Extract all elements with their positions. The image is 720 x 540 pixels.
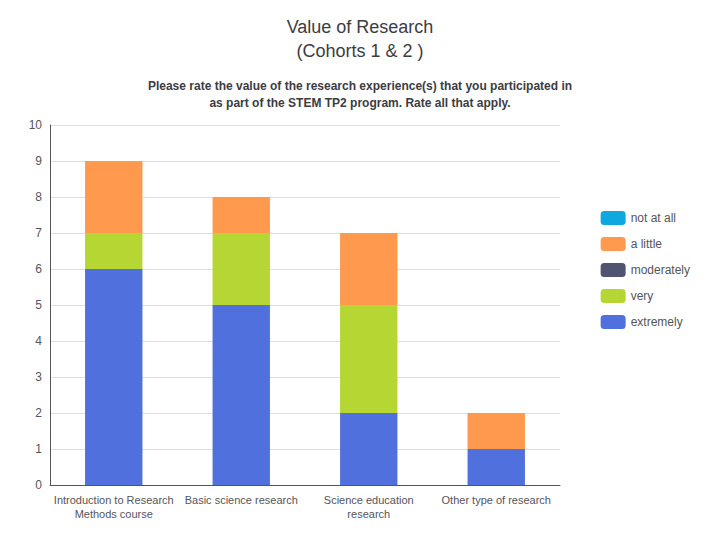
svg-text:2: 2 xyxy=(35,406,42,420)
svg-text:6: 6 xyxy=(35,262,42,276)
svg-text:Please rate the value of the r: Please rate the value of the research ex… xyxy=(148,79,572,93)
svg-text:Methods course: Methods course xyxy=(75,508,153,520)
svg-text:Basic science research: Basic science research xyxy=(185,494,298,506)
svg-text:a little: a little xyxy=(631,237,663,251)
svg-text:as part of the STEM TP2 progra: as part of the STEM TP2 program. Rate al… xyxy=(209,96,510,110)
svg-text:(Cohorts 1 & 2 ): (Cohorts 1 & 2 ) xyxy=(296,41,423,61)
svg-text:8: 8 xyxy=(35,190,42,204)
svg-text:research: research xyxy=(347,508,390,520)
svg-text:3: 3 xyxy=(35,370,42,384)
svg-text:4: 4 xyxy=(35,334,42,348)
svg-text:Value of Research: Value of Research xyxy=(287,17,434,37)
svg-text:Introduction to Research: Introduction to Research xyxy=(54,494,174,506)
svg-text:5: 5 xyxy=(35,298,42,312)
svg-text:1: 1 xyxy=(35,442,42,456)
svg-text:10: 10 xyxy=(29,118,43,132)
svg-text:Other type of research: Other type of research xyxy=(442,494,551,506)
svg-text:very: very xyxy=(631,289,654,303)
svg-text:not at all: not at all xyxy=(631,211,676,225)
svg-text:extremely: extremely xyxy=(631,315,683,329)
svg-text:0: 0 xyxy=(35,478,42,492)
svg-text:Science education: Science education xyxy=(324,494,414,506)
svg-text:9: 9 xyxy=(35,154,42,168)
svg-text:moderately: moderately xyxy=(631,263,690,277)
svg-text:7: 7 xyxy=(35,226,42,240)
